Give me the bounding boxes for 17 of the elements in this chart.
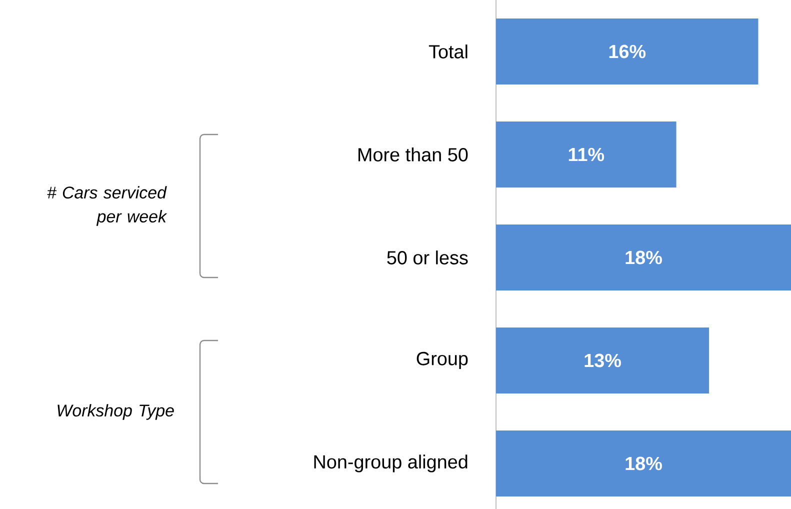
data-label: 16% xyxy=(609,44,646,58)
data-label: 11% xyxy=(568,148,604,162)
y-tick-label: Total xyxy=(428,44,468,58)
bar xyxy=(496,430,791,496)
y-tick-label: 50 or less xyxy=(387,250,468,264)
bar xyxy=(496,122,676,188)
bar xyxy=(496,224,791,290)
data-label: 18% xyxy=(626,250,662,264)
data-label: 18% xyxy=(626,456,662,470)
bar xyxy=(496,328,710,394)
y-tick-label: More than 50 xyxy=(358,148,468,162)
text: Workshop Type xyxy=(58,404,174,420)
bar xyxy=(496,18,758,84)
y-tick-label: Non-group aligned xyxy=(314,454,468,472)
y-tick-label: Group xyxy=(416,352,468,370)
text: # Cars serviced per week xyxy=(47,186,168,226)
data-label: 13% xyxy=(584,354,621,368)
